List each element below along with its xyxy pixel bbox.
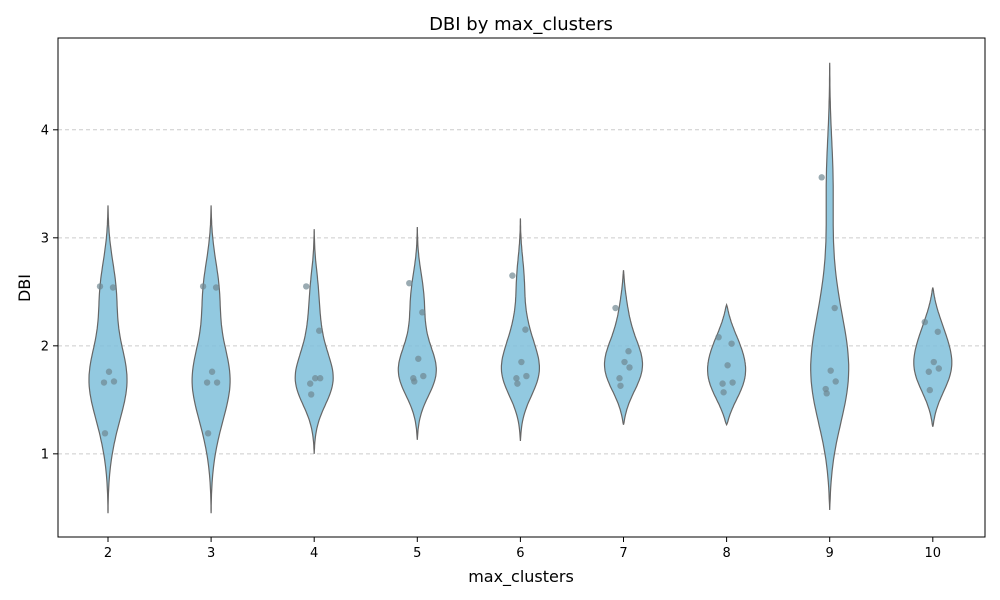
data-point — [926, 369, 932, 375]
data-point — [715, 334, 721, 340]
data-point — [204, 379, 210, 385]
data-point — [509, 272, 515, 278]
chart-title: DBI by max_clusters — [429, 14, 613, 35]
data-point — [110, 284, 116, 290]
data-point — [621, 359, 627, 365]
data-point — [307, 380, 313, 386]
x-tick-label: 9 — [826, 546, 834, 561]
data-point — [214, 379, 220, 385]
data-point — [101, 379, 107, 385]
data-point — [303, 283, 309, 289]
data-point — [935, 329, 941, 335]
y-axis-ticks: 1 2 3 4 — [41, 123, 58, 462]
data-point — [419, 309, 425, 315]
data-point — [927, 387, 933, 393]
data-point — [922, 319, 928, 325]
data-point — [111, 378, 117, 384]
data-point — [720, 389, 726, 395]
x-axis-ticks: 2 3 4 5 6 7 8 9 10 — [104, 537, 941, 561]
data-point — [420, 373, 426, 379]
data-point — [106, 369, 112, 375]
data-point — [729, 379, 735, 385]
violin-3 — [192, 205, 230, 513]
data-point — [832, 305, 838, 311]
x-axis-title: max_clusters — [468, 567, 574, 587]
violin-7 — [605, 270, 643, 425]
data-point — [616, 375, 622, 381]
x-tick-label: 7 — [619, 546, 627, 561]
data-point — [626, 364, 632, 370]
data-point — [719, 380, 725, 386]
x-tick-label: 2 — [104, 546, 112, 561]
data-point — [617, 383, 623, 389]
x-tick-label: 4 — [310, 546, 318, 561]
data-point — [819, 174, 825, 180]
violin-10 — [914, 288, 952, 427]
data-point — [209, 369, 215, 375]
data-point — [824, 390, 830, 396]
data-point — [514, 380, 520, 386]
x-tick-label: 10 — [925, 546, 942, 561]
data-point — [724, 362, 730, 368]
x-tick-label: 5 — [413, 546, 421, 561]
x-tick-label: 6 — [516, 546, 524, 561]
y-tick-label: 1 — [41, 447, 49, 462]
data-point — [513, 375, 519, 381]
data-point — [828, 367, 834, 373]
violin-4 — [295, 229, 333, 454]
data-point — [213, 284, 219, 290]
data-point — [411, 378, 417, 384]
violin-5 — [398, 227, 436, 440]
x-tick-label: 3 — [207, 546, 215, 561]
data-point — [728, 340, 734, 346]
data-point — [308, 391, 314, 397]
data-point — [625, 348, 631, 354]
data-point — [102, 430, 108, 436]
y-tick-label: 2 — [41, 339, 49, 354]
data-point — [316, 328, 322, 334]
y-axis-title: DBI — [15, 274, 34, 302]
data-point — [415, 356, 421, 362]
data-point — [97, 283, 103, 289]
data-point — [205, 430, 211, 436]
data-point — [518, 359, 524, 365]
x-tick-label: 8 — [722, 546, 730, 561]
data-point — [612, 305, 618, 311]
data-point — [931, 359, 937, 365]
data-point — [936, 365, 942, 371]
data-point — [406, 280, 412, 286]
data-point — [523, 373, 529, 379]
y-tick-label: 4 — [41, 123, 49, 138]
violin-6 — [501, 218, 539, 441]
y-tick-label: 3 — [41, 231, 49, 246]
data-point — [833, 378, 839, 384]
data-point — [200, 283, 206, 289]
data-point — [522, 326, 528, 332]
violin-2 — [89, 205, 127, 513]
data-point — [317, 375, 323, 381]
